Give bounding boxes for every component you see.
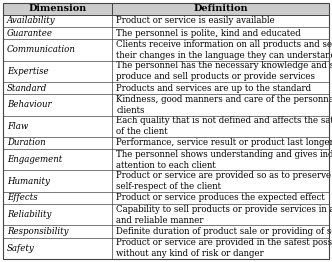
Bar bbox=[3, 170, 329, 192]
Bar bbox=[3, 137, 329, 149]
Text: Duration: Duration bbox=[7, 139, 45, 148]
Text: Guarantee: Guarantee bbox=[7, 29, 53, 38]
Bar bbox=[3, 27, 329, 39]
Bar bbox=[3, 39, 329, 61]
Text: Capability to sell products or provide services in a discreet
and reliable manne: Capability to sell products or provide s… bbox=[116, 205, 332, 225]
Bar bbox=[3, 204, 329, 225]
Text: Availability: Availability bbox=[7, 16, 56, 25]
Text: Clients receive information on all products and services and
their changes in th: Clients receive information on all produ… bbox=[116, 40, 332, 60]
Text: Product or service produces the expected effect: Product or service produces the expected… bbox=[116, 193, 325, 202]
Text: Communication: Communication bbox=[7, 46, 76, 54]
Text: Safety: Safety bbox=[7, 244, 35, 253]
Text: Dimension: Dimension bbox=[29, 4, 87, 13]
Bar bbox=[3, 225, 329, 238]
Text: Engagement: Engagement bbox=[7, 155, 62, 164]
Bar bbox=[3, 14, 329, 27]
Bar bbox=[3, 192, 329, 204]
Bar bbox=[3, 94, 329, 116]
Text: Effects: Effects bbox=[7, 193, 38, 202]
Bar bbox=[3, 238, 329, 259]
Text: Humanity: Humanity bbox=[7, 177, 50, 185]
Text: Flaw: Flaw bbox=[7, 122, 28, 131]
Text: Performance, service result or product last longer: Performance, service result or product l… bbox=[116, 139, 332, 148]
Text: Kindness, good manners and care of the personnel towards
clients: Kindness, good manners and care of the p… bbox=[116, 95, 332, 115]
Text: Products and services are up to the standard: Products and services are up to the stan… bbox=[116, 84, 311, 92]
Text: Product or service is easily available: Product or service is easily available bbox=[116, 16, 275, 25]
Text: Expertise: Expertise bbox=[7, 67, 48, 76]
Text: Behaviour: Behaviour bbox=[7, 100, 51, 109]
Bar bbox=[3, 149, 329, 170]
Text: Standard: Standard bbox=[7, 84, 47, 92]
Text: Each quality that is not defined and affects the satisfaction
of the client: Each quality that is not defined and aff… bbox=[116, 116, 332, 136]
Bar bbox=[3, 82, 329, 94]
Text: The personnel is polite, kind and educated: The personnel is polite, kind and educat… bbox=[116, 29, 301, 38]
Bar bbox=[3, 3, 329, 14]
Text: Reliability: Reliability bbox=[7, 210, 51, 219]
Text: Product or service are provided so as to preserve dignity and
self-respect of th: Product or service are provided so as to… bbox=[116, 171, 332, 191]
Bar bbox=[3, 116, 329, 137]
Text: Definition: Definition bbox=[193, 4, 248, 13]
Text: Product or service are provided in the safest possible way,
without any kind of : Product or service are provided in the s… bbox=[116, 238, 332, 258]
Text: Responsibility: Responsibility bbox=[7, 227, 68, 236]
Bar bbox=[3, 61, 329, 82]
Text: The personnel has the necessary knowledge and skills to
produce and sell product: The personnel has the necessary knowledg… bbox=[116, 61, 332, 81]
Text: The personnel shows understanding and gives individual
attention to each client: The personnel shows understanding and gi… bbox=[116, 150, 332, 170]
Text: Definite duration of product sale or providing of services: Definite duration of product sale or pro… bbox=[116, 227, 332, 236]
